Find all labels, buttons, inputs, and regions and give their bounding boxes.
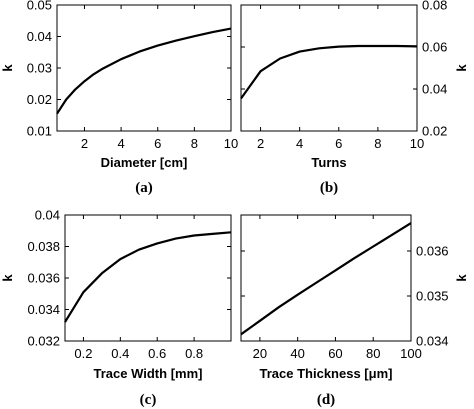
y-tick-label: 0.036 [27,271,60,286]
x-axis-label: Diameter [cm] [101,155,188,170]
x-tick-label: 60 [328,346,342,361]
series-line-d [240,222,412,336]
x-tick-label: 100 [400,346,422,361]
x-tick-label: 0.6 [148,346,166,361]
x-tick-label: 0.2 [74,346,92,361]
panel-a: 2 4 6 8 10 0.01 0.02 0.03 0.04 0.05 Diameter [cm] k… [0,0,238,196]
plot-frame [240,214,412,342]
x-tick-label: 8 [191,136,198,151]
y-tick-label: 0.032 [27,334,60,349]
y-tick-label: 0.035 [416,289,449,304]
y-tick-label: 0.03 [27,61,52,76]
y-axis-label: k [0,274,15,282]
x-tick-label: 8 [374,136,381,151]
y-tick-label: 0.02 [422,124,447,139]
y-tick-label: 0.05 [27,0,52,13]
y-tick-label: 0.01 [27,124,52,139]
y-axis-label: k [454,274,469,282]
y-axis-label: k [454,64,469,72]
y-tick-label: 0.034 [27,302,60,317]
x-axis-label: Turns [311,155,346,170]
y-tick-label: 0.04 [27,29,52,44]
y-tick-label: 0.034 [416,334,449,349]
x-tick-label: 2 [81,136,88,151]
panel-caption: (c) [140,392,157,408]
y-tick-label: 0.04 [35,208,60,223]
panel-caption: (a) [135,180,153,196]
x-tick-label: 0.4 [111,346,129,361]
y-tick-label: 0.04 [422,82,447,97]
y-tick-label: 0.06 [422,40,447,55]
x-tick-label: 6 [335,136,342,151]
x-tick-label: 4 [117,136,124,151]
series-line-c [64,231,232,323]
x-tick-label: 80 [366,346,380,361]
plot-frame [240,4,418,132]
panel-c: 0.2 0.4 0.6 0.8 0.032 0.034 0.036 0.038 0.04 Trac… [0,208,232,408]
panel-caption: (d) [317,392,335,408]
series-line-a [56,27,232,115]
y-tick-label: 0.08 [422,0,447,13]
x-tick-label: 10 [410,136,424,151]
plot-frame [56,4,232,132]
panel-caption: (b) [320,180,338,196]
y-tick-label: 0.038 [27,239,60,254]
y-tick-label: 0.02 [27,92,52,107]
x-tick-label: 40 [290,346,304,361]
y-axis-label: k [0,64,15,72]
panel-b: 2 4 6 8 100.02 0.04 0.06 0.08 Turns k (b) [240,0,469,196]
x-tick-label: 20 [253,346,267,361]
x-tick-label: 6 [154,136,161,151]
x-tick-label: 4 [296,136,303,151]
x-tick-label: 10 [224,136,238,151]
x-axis-label: Trace Thickness [μm] [260,366,393,381]
series-line-b [240,44,418,100]
y-tick-label: 0.036 [416,244,449,259]
x-axis-label: Trace Width [mm] [94,366,203,381]
x-tick-label: 0.8 [185,346,203,361]
x-tick-label: 2 [257,136,264,151]
